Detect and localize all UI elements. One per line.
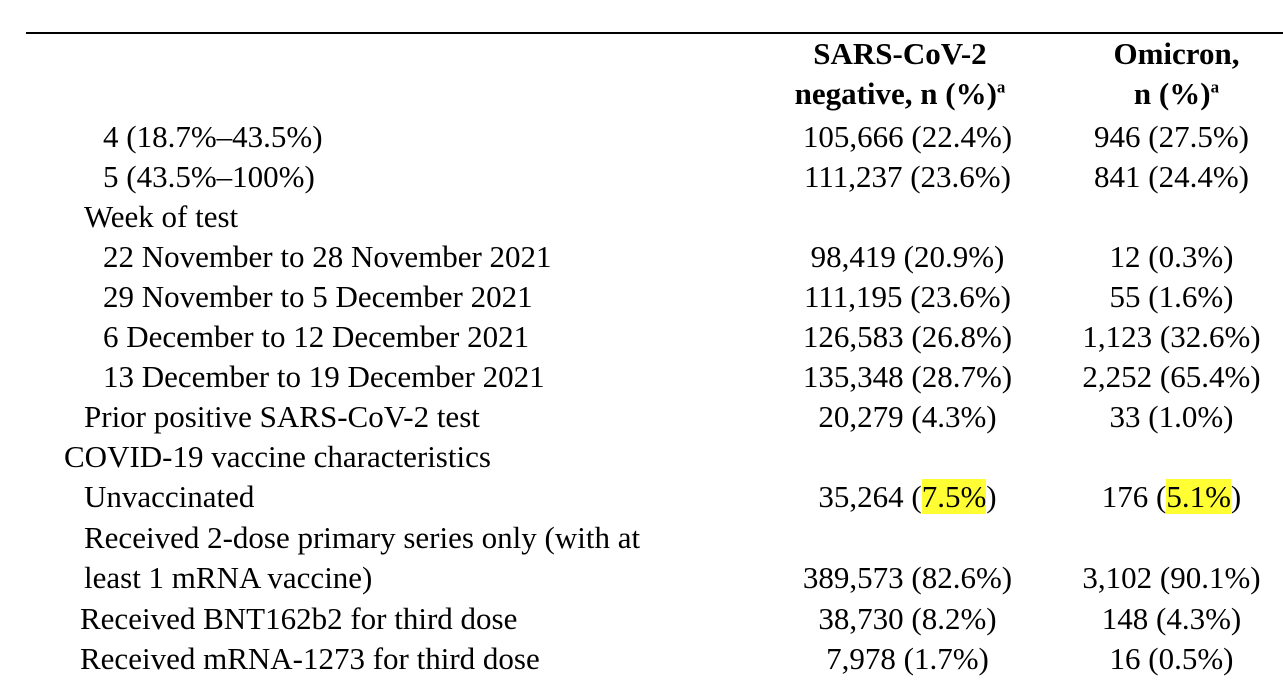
row-label: Week of test: [84, 199, 239, 234]
omicron-value: 841 (24.4%): [1094, 159, 1249, 194]
value-suffix: ): [986, 479, 997, 514]
header-omicron: Omicron, n (%)a: [1070, 34, 1283, 114]
omicron-value: 176 (5.1%): [1060, 477, 1283, 517]
row-label: COVID-19 vaccine characteristics: [64, 439, 491, 474]
row-label: Unvaccinated: [84, 479, 255, 514]
table-row: Received BNT162b2 for third dose 38,730 …: [0, 599, 1283, 639]
omicron-value: 55 (1.6%): [1109, 279, 1234, 314]
header-col1-line1: SARS-CoV-2: [813, 36, 987, 71]
sars-cov-2-negative-value: 105,666 (22.4%): [802, 119, 1013, 154]
table-row: 4 (18.7%–43.5%) 105,666 (22.4%) 946 (27.…: [0, 117, 1283, 157]
row-label: 29 November to 5 December 2021: [103, 279, 533, 314]
row-label: Received mRNA-1273 for third dose: [80, 641, 540, 676]
row-label: 6 December to 12 December 2021: [103, 319, 530, 354]
sars-cov-2-negative-value: 20,279 (4.3%): [818, 399, 997, 434]
row-label: Prior positive SARS-CoV-2 test: [84, 399, 480, 434]
table-row: Received 2-dose primary series only (wit…: [0, 518, 1283, 558]
highlighted-percent: 5.1%: [1166, 479, 1231, 514]
table-row: 29 November to 5 December 2021 111,195 (…: [0, 277, 1283, 317]
footnote-marker: a: [996, 77, 1006, 97]
row-label: 22 November to 28 November 2021: [103, 239, 552, 274]
omicron-value: 16 (0.5%): [1109, 641, 1234, 676]
omicron-value: 148 (4.3%): [1101, 601, 1242, 636]
row-label: 13 December to 19 December 2021: [103, 359, 545, 394]
row-label: 4 (18.7%–43.5%): [103, 119, 323, 154]
highlighted-percent: 7.5%: [921, 479, 987, 514]
footnote-marker: a: [1210, 77, 1220, 97]
omicron-value: 946 (27.5%): [1094, 119, 1249, 154]
table-row: 6 December to 12 December 2021 126,583 (…: [0, 317, 1283, 357]
omicron-value: 12 (0.3%): [1109, 239, 1234, 274]
table-top-rule: [26, 32, 1283, 34]
value-prefix: 176 (: [1101, 479, 1167, 514]
value-suffix: ): [1230, 479, 1242, 514]
table-row: Unvaccinated 35,264 (7.5%) 176 (5.1%): [0, 477, 1283, 517]
sars-cov-2-negative-value: 135,348 (28.7%): [802, 359, 1013, 394]
row-label: least 1 mRNA vaccine): [84, 560, 373, 595]
table-row: 13 December to 19 December 2021 135,348 …: [0, 357, 1283, 397]
sars-cov-2-negative-value: 389,573 (82.6%): [802, 560, 1013, 595]
sars-cov-2-negative-value: 7,978 (1.7%): [826, 641, 989, 676]
row-label: 5 (43.5%–100%): [103, 159, 315, 194]
sars-cov-2-negative-value: 126,583 (26.8%): [802, 319, 1013, 354]
table-row-section: Week of test: [0, 197, 1283, 237]
table-row: least 1 mRNA vaccine) 389,573 (82.6%) 3,…: [0, 558, 1283, 598]
sars-cov-2-negative-value: 35,264 (7.5%): [750, 477, 1065, 517]
row-label: Received 2-dose primary series only (wit…: [84, 520, 641, 555]
header-col2-line1: Omicron,: [1113, 36, 1240, 71]
table-row: 22 November to 28 November 2021 98,419 (…: [0, 237, 1283, 277]
omicron-value: 1,123 (32.6%): [1082, 319, 1261, 354]
table-row: Received mRNA-1273 for third dose 7,978 …: [0, 639, 1283, 679]
header-col1-text: negative, n (%): [794, 76, 997, 111]
header-sars-cov-2-negative: SARS-CoV-2 negative, n (%)a: [750, 34, 1050, 114]
omicron-value: 3,102 (90.1%): [1082, 560, 1261, 595]
table-row: 5 (43.5%–100%) 111,237 (23.6%) 841 (24.4…: [0, 157, 1283, 197]
value-prefix: 35,264 (: [818, 479, 922, 514]
row-label: Received BNT162b2 for third dose: [80, 601, 518, 636]
sars-cov-2-negative-value: 111,237 (23.6%): [804, 159, 1011, 194]
header-col2-line2: n (%)a: [1070, 74, 1283, 114]
sars-cov-2-negative-value: 98,419 (20.9%): [810, 239, 1005, 274]
table-row: Prior positive SARS-CoV-2 test 20,279 (4…: [0, 397, 1283, 437]
table-row-section: COVID-19 vaccine characteristics: [0, 437, 1283, 477]
sars-cov-2-negative-value: 111,195 (23.6%): [804, 279, 1011, 314]
header-col1-line2: negative, n (%)a: [750, 74, 1050, 114]
header-col2-text: n (%): [1133, 76, 1211, 111]
omicron-value: 2,252 (65.4%): [1082, 359, 1261, 394]
sars-cov-2-negative-value: 38,730 (8.2%): [818, 601, 997, 636]
omicron-value: 33 (1.0%): [1109, 399, 1234, 434]
